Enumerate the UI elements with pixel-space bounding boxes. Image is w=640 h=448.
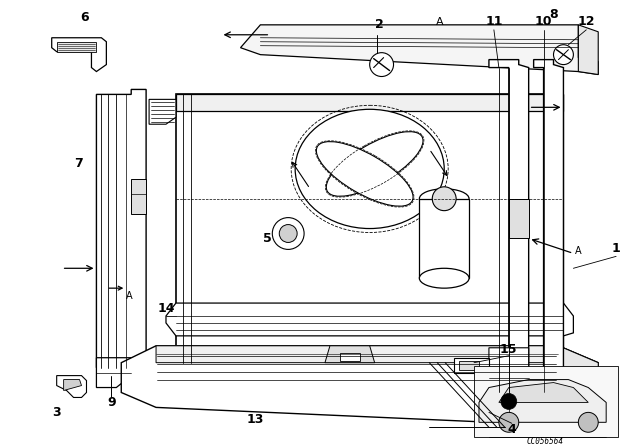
Circle shape [501, 393, 516, 409]
Text: CC056564: CC056564 [527, 437, 564, 446]
Text: 15: 15 [500, 343, 518, 356]
Text: 6: 6 [80, 11, 89, 24]
Circle shape [579, 412, 598, 432]
Polygon shape [176, 348, 563, 363]
Polygon shape [97, 90, 146, 375]
Text: 14: 14 [157, 302, 175, 314]
Polygon shape [534, 60, 563, 397]
Circle shape [554, 45, 573, 65]
Ellipse shape [326, 132, 423, 196]
Polygon shape [559, 346, 598, 425]
Circle shape [499, 412, 519, 432]
Polygon shape [489, 348, 529, 412]
Polygon shape [454, 358, 489, 373]
Text: 2: 2 [375, 18, 384, 31]
Polygon shape [63, 379, 81, 391]
Polygon shape [543, 95, 563, 363]
Text: A: A [126, 291, 132, 301]
Text: 11: 11 [485, 15, 502, 28]
Polygon shape [325, 346, 374, 363]
Polygon shape [52, 38, 106, 72]
Polygon shape [57, 375, 86, 397]
Circle shape [272, 218, 304, 250]
Text: 3: 3 [52, 406, 61, 419]
Polygon shape [166, 303, 573, 336]
Text: 8: 8 [549, 9, 558, 22]
Bar [459, 361, 479, 370]
Polygon shape [479, 379, 606, 422]
Polygon shape [57, 42, 97, 52]
Ellipse shape [295, 109, 444, 228]
Text: 9: 9 [107, 396, 116, 409]
Polygon shape [176, 95, 563, 363]
Circle shape [370, 53, 394, 77]
Text: 7: 7 [74, 157, 83, 170]
Text: 1: 1 [612, 242, 621, 255]
Ellipse shape [419, 268, 469, 288]
Polygon shape [241, 25, 598, 74]
Polygon shape [499, 383, 588, 402]
Bar [419, 199, 469, 278]
Text: A: A [575, 246, 582, 256]
Polygon shape [509, 199, 529, 238]
Text: 13: 13 [247, 413, 264, 426]
Text: 5: 5 [263, 232, 272, 245]
Text: A: A [435, 17, 443, 27]
Polygon shape [156, 346, 598, 363]
Polygon shape [176, 95, 563, 111]
Polygon shape [149, 99, 176, 124]
Circle shape [279, 224, 297, 242]
Polygon shape [97, 358, 131, 388]
Polygon shape [121, 346, 598, 425]
Text: 12: 12 [577, 15, 595, 28]
Circle shape [432, 187, 456, 211]
Polygon shape [131, 179, 146, 214]
Bar [474, 366, 618, 437]
Bar [340, 353, 360, 361]
Ellipse shape [316, 142, 413, 206]
Polygon shape [579, 25, 598, 74]
Text: 10: 10 [535, 15, 552, 28]
Text: 4: 4 [508, 423, 516, 436]
Polygon shape [489, 60, 529, 397]
Ellipse shape [419, 189, 469, 209]
